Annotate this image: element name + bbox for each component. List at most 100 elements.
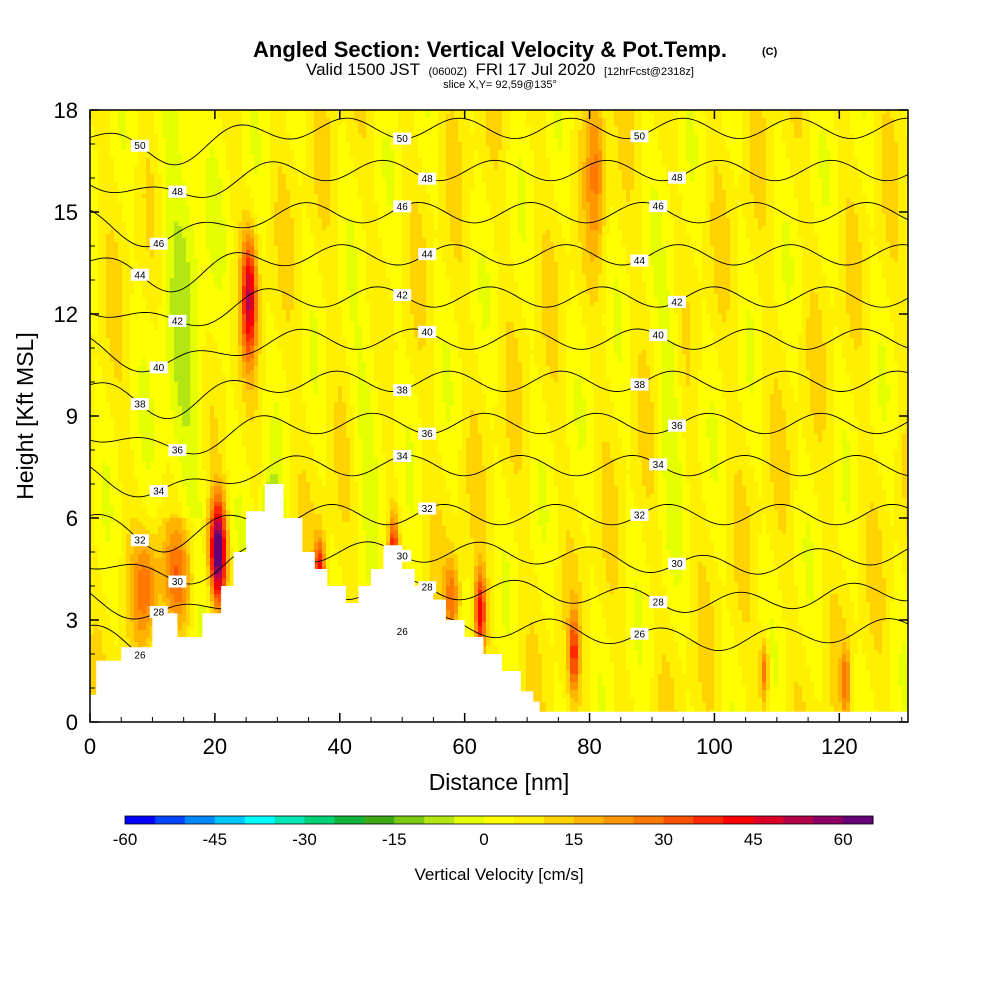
field-cell: [106, 242, 111, 247]
field-cell: [126, 474, 131, 479]
field-cell: [154, 574, 159, 579]
field-cell: [114, 198, 119, 203]
field-cell: [158, 478, 163, 483]
field-cell: [114, 354, 119, 359]
field-cell: [94, 374, 99, 379]
field-cell: [158, 458, 163, 463]
field-cell: [146, 382, 151, 387]
field-cell: [186, 414, 191, 419]
field-cell: [158, 422, 163, 427]
field-cell: [94, 566, 99, 571]
field-cell: [194, 346, 199, 351]
field-cell: [186, 182, 191, 187]
field-cell: [106, 158, 111, 163]
field-cell: [114, 582, 119, 587]
field-cell: [110, 594, 115, 599]
field-cell: [102, 462, 107, 467]
field-cell: [146, 618, 151, 623]
field-cell: [130, 510, 135, 515]
field-cell: [130, 294, 135, 299]
field-cell: [94, 462, 99, 467]
field-cell: [190, 246, 195, 251]
field-cell: [130, 638, 135, 643]
field-cell: [194, 270, 199, 275]
field-cell: [138, 466, 143, 471]
field-cell: [102, 198, 107, 203]
field-cell: [102, 590, 107, 595]
field-cell: [138, 446, 143, 451]
field-cell: [178, 570, 183, 575]
field-cell: [182, 498, 187, 503]
field-cell: [102, 390, 107, 395]
field-cell: [122, 122, 127, 127]
field-cell: [162, 142, 167, 147]
field-cell: [166, 274, 171, 279]
field-cell: [170, 510, 175, 515]
field-cell: [106, 574, 111, 579]
field-cell: [110, 574, 115, 579]
field-cell: [118, 442, 123, 447]
field-cell: [98, 494, 103, 499]
field-cell: [190, 174, 195, 179]
field-cell: [142, 206, 147, 211]
field-cell: [110, 586, 115, 591]
field-cell: [114, 318, 119, 323]
field-cell: [130, 454, 135, 459]
field-cell: [178, 166, 183, 171]
field-cell: [174, 282, 179, 287]
field-cell: [134, 418, 139, 423]
field-cell: [198, 342, 203, 347]
field-cell: [118, 330, 123, 335]
field-cell: [122, 214, 127, 219]
field-cell: [146, 230, 151, 235]
field-cell: [198, 186, 203, 191]
field-cell: [142, 490, 147, 495]
field-cell: [106, 554, 111, 559]
field-cell: [110, 290, 115, 295]
field-cell: [138, 502, 143, 507]
field-cell: [146, 590, 151, 595]
field-cell: [146, 498, 151, 503]
field-cell: [122, 142, 127, 147]
field-cell: [194, 210, 199, 215]
field-cell: [126, 606, 131, 611]
field-cell: [198, 226, 203, 231]
field-cell: [106, 334, 111, 339]
field-cell: [134, 514, 139, 519]
field-cell: [110, 402, 115, 407]
field-cell: [202, 242, 207, 247]
field-cell: [186, 138, 191, 143]
field-cell: [102, 598, 107, 603]
field-cell: [110, 318, 115, 323]
field-cell: [126, 162, 131, 167]
field-cell: [186, 394, 191, 399]
field-cell: [174, 258, 179, 263]
field-cell: [146, 598, 151, 603]
field-cell: [114, 406, 119, 411]
field-cell: [130, 642, 135, 647]
field-cell: [186, 550, 191, 555]
field-cell: [134, 282, 139, 287]
field-cell: [126, 166, 131, 171]
field-cell: [122, 118, 127, 123]
field-cell: [170, 346, 175, 351]
field-cell: [182, 550, 187, 555]
field-cell: [142, 502, 147, 507]
field-cell: [114, 622, 119, 627]
field-cell: [202, 246, 207, 251]
field-cell: [126, 446, 131, 451]
field-cell: [194, 170, 199, 175]
field-cell: [114, 638, 119, 643]
field-cell: [98, 486, 103, 491]
field-cell: [122, 610, 127, 615]
field-cell: [134, 602, 139, 607]
field-cell: [198, 482, 203, 487]
field-cell: [174, 426, 179, 431]
field-cell: [122, 342, 127, 347]
field-cell: [142, 626, 147, 631]
field-cell: [126, 382, 131, 387]
field-cell: [174, 530, 179, 535]
field-cell: [146, 354, 151, 359]
field-cell: [162, 390, 167, 395]
field-cell: [186, 302, 191, 307]
